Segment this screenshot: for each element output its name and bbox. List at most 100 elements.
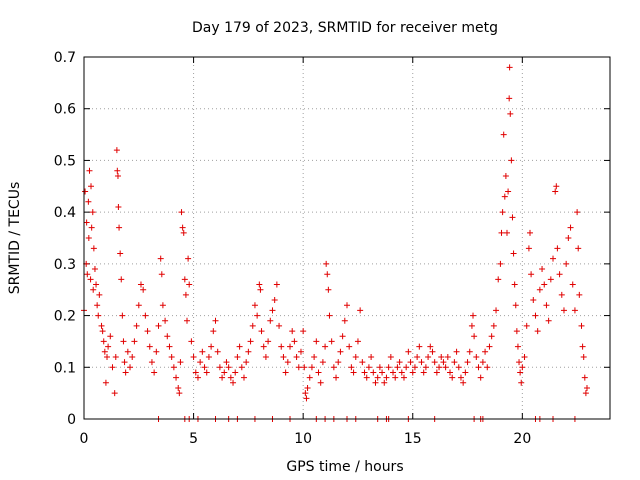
data-point — [484, 364, 491, 371]
data-point — [232, 369, 239, 376]
data-point — [194, 374, 201, 381]
data-point — [85, 198, 92, 205]
data-point — [578, 322, 585, 329]
data-point — [490, 322, 497, 329]
data-point — [101, 348, 108, 355]
data-point — [352, 353, 359, 360]
data-point — [178, 209, 185, 216]
data-point — [536, 286, 543, 293]
data-point — [109, 364, 116, 371]
data-point — [528, 271, 535, 278]
data-point — [361, 369, 368, 376]
data-point — [322, 343, 329, 350]
data-point — [291, 338, 298, 345]
data-point — [420, 369, 427, 376]
data-point — [569, 281, 576, 288]
data-point — [236, 343, 243, 350]
data-point — [256, 281, 263, 288]
data-point — [293, 353, 300, 360]
x-tick-label: 10 — [294, 431, 312, 447]
data-point — [131, 338, 138, 345]
y-tick-label: 0.2 — [54, 309, 76, 325]
data-point — [295, 364, 302, 371]
data-point — [111, 390, 118, 397]
data-point — [114, 172, 121, 179]
data-point — [436, 364, 443, 371]
data-point — [91, 266, 98, 273]
data-point — [115, 203, 122, 210]
data-point — [374, 374, 381, 381]
data-point — [120, 338, 127, 345]
data-point — [201, 364, 208, 371]
data-point — [85, 235, 92, 241]
data-point — [510, 250, 517, 257]
data-point — [468, 322, 475, 329]
data-point — [482, 348, 489, 355]
data-point — [86, 167, 93, 174]
chart-title: Day 179 of 2023, SRMTID for receiver met… — [192, 20, 498, 36]
data-point — [372, 379, 379, 386]
data-point — [502, 172, 509, 179]
data-point — [503, 229, 510, 236]
data-point — [379, 369, 386, 376]
data-point — [462, 369, 469, 376]
data-point — [90, 245, 97, 252]
data-point — [495, 276, 502, 283]
data-point — [267, 317, 274, 324]
data-point — [387, 353, 394, 360]
data-point — [583, 384, 590, 391]
data-point — [317, 379, 324, 386]
y-axis-label: SRMTID / TECUs — [7, 182, 23, 295]
data-point — [471, 333, 478, 340]
data-point — [575, 245, 582, 252]
data-point — [418, 359, 425, 366]
data-point — [506, 95, 513, 102]
data-point — [579, 343, 586, 350]
data-point — [447, 369, 454, 376]
data-point — [466, 348, 473, 355]
data-point — [475, 364, 482, 371]
data-point — [158, 271, 165, 278]
data-point — [306, 374, 313, 381]
data-point — [368, 353, 375, 360]
data-point — [326, 312, 333, 319]
data-point — [197, 359, 204, 366]
data-point — [582, 390, 589, 397]
data-point — [216, 364, 223, 371]
data-point — [324, 271, 331, 278]
data-point — [512, 302, 519, 309]
data-point — [381, 379, 388, 386]
data-point — [173, 374, 180, 381]
data-point — [303, 395, 310, 402]
data-point — [119, 312, 126, 319]
data-point — [287, 343, 294, 350]
y-tick-label: 0.4 — [54, 205, 76, 221]
data-point — [438, 353, 445, 360]
data-point — [488, 333, 495, 340]
axis-ticks: 0 0.1 0.2 0.3 0.4 0.5 0.6 0.7 0 5 10 15 20 — [54, 50, 610, 447]
data-point — [545, 317, 552, 324]
data-point — [271, 297, 278, 304]
data-point — [500, 131, 507, 138]
data-point — [185, 255, 192, 262]
data-point — [273, 281, 280, 288]
data-point — [297, 348, 304, 355]
data-point — [527, 229, 534, 236]
data-point — [87, 276, 94, 283]
data-point — [212, 317, 219, 324]
data-point — [144, 328, 151, 335]
data-point — [479, 359, 486, 366]
data-point — [444, 353, 451, 360]
data-point — [328, 338, 335, 345]
data-point — [493, 307, 500, 314]
data-point — [392, 374, 399, 381]
data-point — [98, 322, 105, 329]
data-point — [460, 379, 467, 386]
data-point — [501, 193, 508, 200]
data-point — [96, 291, 103, 298]
data-point — [102, 379, 109, 386]
data-point — [532, 312, 539, 319]
data-point — [517, 369, 524, 376]
data-point — [457, 374, 464, 381]
grid — [84, 57, 610, 419]
